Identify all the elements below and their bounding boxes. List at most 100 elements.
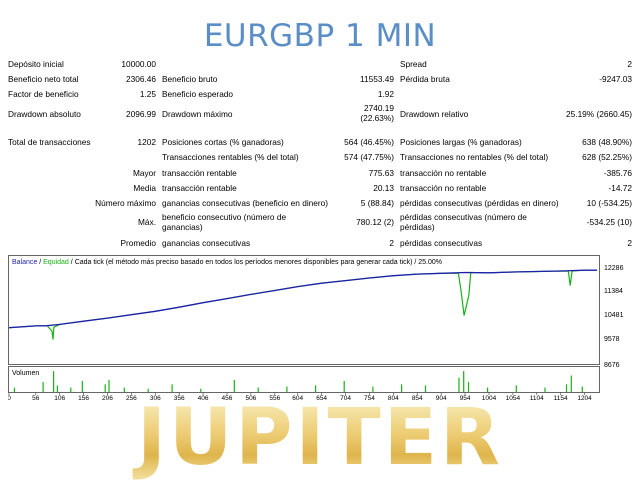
average-profit-label: transacción rentable bbox=[162, 183, 237, 193]
volume-bar bbox=[401, 384, 403, 392]
volume-bar bbox=[13, 387, 15, 392]
volume-bar bbox=[257, 387, 259, 392]
maximal-profit-label-1: beneficio consecutivo (número de bbox=[162, 212, 287, 222]
row-largest: Mayor transacción rentable 775.63 transa… bbox=[0, 168, 640, 182]
spread-value: 2 bbox=[627, 59, 632, 69]
dd-abs-value: 2096.99 bbox=[126, 109, 156, 119]
loss-trades-value: 628 (52.25%) bbox=[582, 152, 632, 162]
y-tick-label: 8676 bbox=[604, 362, 620, 369]
dd-rel-label: Drawdown relativo bbox=[400, 109, 469, 119]
x-tick-label: 106 bbox=[54, 395, 65, 402]
maximal-label: Máx. bbox=[138, 217, 156, 227]
trades-label: Total de transacciones bbox=[8, 137, 91, 147]
ep-label: Beneficio esperado bbox=[162, 89, 234, 99]
legend-equity: Equidad bbox=[43, 259, 69, 266]
volume-bar bbox=[104, 384, 106, 392]
deposit-value: 10000.00 bbox=[121, 59, 156, 69]
maximal-loss-label-1: pérdidas consecutivas (número de bbox=[400, 212, 527, 222]
legend-description: Cada tick (el método más preciso basado … bbox=[75, 259, 442, 266]
gross-profit-label: Beneficio bruto bbox=[162, 74, 218, 84]
largest-profit-label: transacción rentable bbox=[162, 168, 237, 178]
long-value: 638 (48.90%) bbox=[582, 137, 632, 147]
row-drawdown: Drawdown absoluto 2096.99 Drawdown máxim… bbox=[0, 103, 640, 131]
x-tick-label: 0 bbox=[8, 395, 11, 402]
dd-rel-value: 25.19% (2660.45) bbox=[566, 109, 632, 119]
row-maxnum: Número máximo ganancias consecutivas (be… bbox=[0, 198, 640, 212]
volume-bar bbox=[487, 387, 489, 392]
volume-bar bbox=[515, 385, 517, 392]
dd-max-percent: (22.63%) bbox=[360, 113, 394, 123]
dd-max-value: 2740.19 bbox=[364, 103, 394, 113]
short-value: 564 (46.45%) bbox=[344, 137, 394, 147]
chart-legend: Balance / Equidad / Cada tick (el método… bbox=[12, 259, 442, 266]
volume-bar bbox=[286, 386, 288, 392]
x-tick-label: 306 bbox=[150, 395, 161, 402]
net-label: Beneficio neto total bbox=[8, 74, 79, 84]
average-label: Media bbox=[133, 183, 156, 193]
volume-bars bbox=[13, 371, 583, 392]
avgcons-wins-value: 2 bbox=[389, 238, 394, 248]
spread-label: Spread bbox=[400, 59, 427, 69]
row-profit-factor: Factor de beneficio 1.25 Beneficio esper… bbox=[0, 89, 640, 103]
maxnum-losses-label: pérdidas consecutivas (pérdidas en diner… bbox=[400, 198, 559, 208]
largest-label: Mayor bbox=[132, 168, 156, 178]
short-label: Posiciones cortas (% ganadoras) bbox=[162, 137, 284, 147]
y-axis-ticks: 12286 11384 10481 9578 8676 bbox=[604, 265, 624, 369]
watermark-jupiter: JUPITER bbox=[0, 395, 640, 481]
legend-sep-2: / bbox=[69, 259, 75, 266]
maxnum-label: Número máximo bbox=[95, 198, 156, 208]
volume-bar bbox=[424, 385, 427, 392]
x-tick-label: 654 bbox=[316, 395, 327, 402]
volume-bar bbox=[570, 375, 572, 392]
largest-loss-value: -385.76 bbox=[603, 168, 632, 178]
x-tick-label: 156 bbox=[78, 395, 89, 402]
maxnum-wins-label: ganancias consecutivas (beneficio en din… bbox=[162, 198, 329, 208]
volume-bar bbox=[343, 381, 345, 392]
average-loss-value: -14.72 bbox=[608, 183, 632, 193]
x-axis-ticks: 0 56 106 156 206 256 306 356 406 456 506 556 604 654 7… bbox=[8, 392, 592, 402]
volume-label: Volumen bbox=[12, 370, 39, 377]
profit-trades-label: Transacciones rentables (% del total) bbox=[162, 152, 299, 162]
volume-bar bbox=[70, 387, 72, 392]
gross-loss-value: -9247.03 bbox=[599, 74, 632, 84]
volume-frame bbox=[8, 366, 600, 393]
y-tick-label: 12286 bbox=[604, 265, 624, 272]
row-profit-trades: Transacciones rentables (% del total) 57… bbox=[0, 152, 640, 166]
avgcons-label: Promedio bbox=[120, 238, 156, 248]
net-value: 2306.46 bbox=[126, 74, 156, 84]
volume-bar bbox=[171, 384, 173, 392]
legend-balance: Balance bbox=[12, 259, 37, 266]
maximal-profit-value: 780.12 (2) bbox=[356, 217, 394, 227]
x-tick-label: 1204 bbox=[577, 395, 592, 402]
volume-bar bbox=[81, 381, 83, 392]
row-average: Media transacción rentable 20.13 transac… bbox=[0, 183, 640, 197]
x-tick-label: 456 bbox=[222, 395, 233, 402]
volume-bar bbox=[315, 385, 317, 392]
x-tick-label: 206 bbox=[102, 395, 113, 402]
y-tick-label: 9578 bbox=[604, 336, 620, 343]
volume-bar bbox=[458, 377, 460, 392]
volume-bar bbox=[544, 387, 546, 392]
x-tick-label: 406 bbox=[198, 395, 209, 402]
balance-line bbox=[8, 269, 597, 329]
gross-profit-value: 11553.49 bbox=[360, 74, 394, 84]
row-deposit: Depósito inicial 10000.00 Spread 2 bbox=[0, 59, 640, 73]
volume-bar bbox=[581, 386, 583, 392]
long-label: Posiciones largas (% ganadoras) bbox=[400, 137, 522, 147]
x-tick-label: 556 bbox=[269, 395, 280, 402]
pf-label: Factor de beneficio bbox=[8, 89, 79, 99]
deposit-label: Depósito inicial bbox=[8, 59, 64, 69]
maxnum-wins-value: 5 (88.84) bbox=[360, 198, 394, 208]
x-tick-label: 904 bbox=[436, 395, 447, 402]
volume-bar bbox=[147, 388, 149, 392]
average-profit-value: 20.13 bbox=[373, 183, 394, 193]
row-trades: Total de transacciones 1202 Posiciones c… bbox=[0, 137, 640, 151]
gross-loss-label: Pérdida bruta bbox=[400, 74, 450, 84]
y-tick-label: 10481 bbox=[604, 312, 624, 319]
x-tick-label: 954 bbox=[460, 395, 471, 402]
volume-bar bbox=[565, 384, 568, 392]
plot-frame bbox=[8, 255, 600, 365]
volume-bar bbox=[56, 385, 58, 392]
volume-bar bbox=[123, 387, 125, 392]
report-title: EURGBP 1 MIN bbox=[203, 18, 437, 54]
